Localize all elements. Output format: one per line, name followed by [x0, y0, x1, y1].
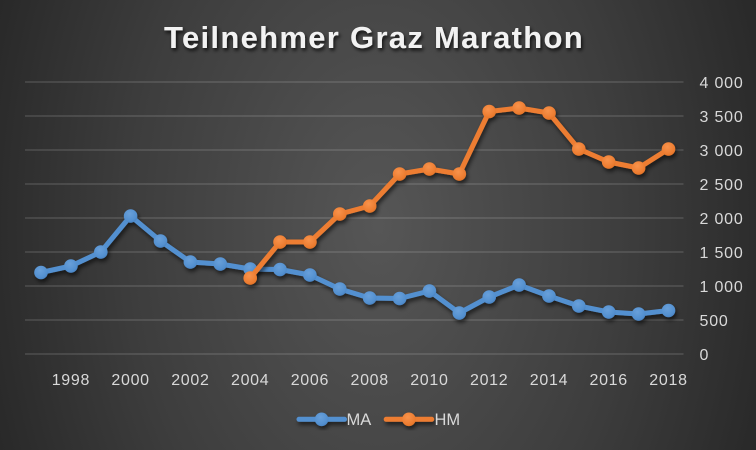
svg-text:4 000: 4 000	[700, 75, 744, 92]
svg-text:1 500: 1 500	[700, 245, 744, 262]
svg-text:2016: 2016	[589, 372, 627, 389]
svg-text:Teilnehmer Graz Marathon: Teilnehmer Graz Marathon	[164, 20, 584, 55]
svg-text:2012: 2012	[470, 372, 508, 389]
svg-text:2010: 2010	[410, 372, 448, 389]
svg-text:2014: 2014	[530, 372, 568, 389]
svg-text:500: 500	[700, 313, 729, 330]
svg-text:MA: MA	[347, 411, 372, 429]
svg-text:2004: 2004	[231, 372, 269, 389]
svg-text:2000: 2000	[111, 372, 149, 389]
svg-text:HM: HM	[435, 411, 461, 429]
svg-text:2002: 2002	[171, 372, 209, 389]
svg-text:2006: 2006	[291, 372, 329, 389]
svg-text:1 000: 1 000	[700, 279, 744, 296]
svg-text:3 000: 3 000	[700, 143, 744, 160]
svg-text:2 500: 2 500	[700, 177, 744, 194]
svg-text:0: 0	[700, 347, 710, 364]
svg-text:2 000: 2 000	[700, 211, 744, 228]
svg-text:2008: 2008	[350, 372, 388, 389]
svg-text:3 500: 3 500	[700, 109, 744, 126]
svg-text:1998: 1998	[52, 372, 90, 389]
svg-text:2018: 2018	[649, 372, 687, 389]
